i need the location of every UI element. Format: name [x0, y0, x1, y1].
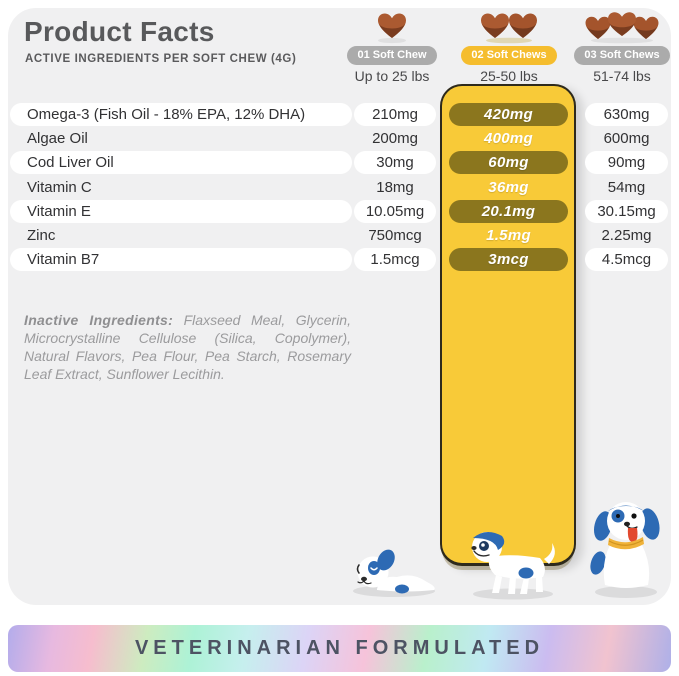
value-two-chews: 3mcg	[449, 248, 568, 272]
inactive-ingredients-text: Flaxseed Meal, Glycerin, Microcrystallin…	[24, 312, 351, 382]
page-subtitle: ACTIVE INGREDIENTS PER SOFT CHEW (4G)	[25, 53, 297, 65]
table-row: Algae Oil 200mg 400mg 600mg	[0, 127, 679, 151]
table-row: Omega-3 (Fish Oil - 18% EPA, 12% DHA) 21…	[0, 103, 679, 127]
value-one-chew: 10.05mg	[354, 199, 436, 223]
inactive-ingredients-label: Inactive Ingredients:	[24, 312, 174, 328]
soft-chews-icon	[585, 12, 659, 44]
ingredient-name: Vitamin B7	[10, 248, 352, 272]
value-one-chew: 1.5mcg	[354, 248, 436, 272]
table-row: Vitamin C 18mg 36mg 54mg	[0, 176, 679, 200]
value-one-chew: 200mg	[372, 130, 418, 148]
column-header-2: 02 Soft Chews 25-50 lbs	[457, 8, 561, 84]
value-two-chews: 1.5mg	[486, 226, 531, 244]
page-title: Product Facts	[24, 16, 215, 47]
value-one-chew: 30mg	[354, 151, 436, 175]
value-three-chews: 2.25mg	[601, 226, 652, 244]
chew-count-badge: 01 Soft Chew	[347, 46, 437, 65]
value-two-chews: 20.1mg	[449, 199, 568, 223]
inactive-ingredients: Inactive Ingredients: Flaxseed Meal, Gly…	[24, 311, 351, 383]
veterinarian-formulated-label: VETERINARIAN FORMULATED	[134, 637, 545, 659]
value-three-chews: 600mg	[603, 130, 650, 148]
ingredient-name: Vitamin E	[10, 199, 352, 223]
lying-puppy-illustration	[353, 549, 435, 597]
ingredients-rows: Omega-3 (Fish Oil - 18% EPA, 12% DHA) 21…	[0, 103, 679, 272]
value-three-chews: 30.15mg	[585, 199, 668, 223]
value-two-chews: 420mg	[449, 103, 568, 126]
table-row: Cod Liver Oil 30mg 60mg 90mg	[0, 151, 679, 175]
weight-range-label: Up to 25 lbs	[354, 68, 430, 84]
weight-range-label: 51-74 lbs	[593, 68, 651, 84]
soft-chew-icon	[378, 13, 406, 44]
value-three-chews: 54mg	[607, 178, 646, 196]
soft-chews-icon	[481, 13, 537, 44]
ingredient-name: Omega-3 (Fish Oil - 18% EPA, 12% DHA)	[10, 103, 352, 126]
value-two-chews: 36mg	[488, 178, 529, 196]
value-one-chew: 750mcg	[368, 226, 422, 244]
table-row: Vitamin B7 1.5mcg 3mcg 4.5mcg	[0, 248, 679, 272]
ingredient-name: Zinc	[27, 226, 56, 244]
holographic-banner: VETERINARIAN FORMULATED	[8, 625, 671, 672]
standing-puppy-illustration	[471, 531, 555, 600]
value-two-chews: 400mg	[483, 130, 534, 148]
value-one-chew: 210mg	[354, 103, 436, 126]
value-two-chews: 60mg	[449, 151, 568, 175]
weight-range-label: 25-50 lbs	[480, 68, 538, 84]
value-three-chews: 90mg	[585, 151, 668, 175]
sitting-dog-illustration	[590, 502, 660, 598]
column-header-3: 03 Soft Chews 51-74 lbs	[570, 8, 674, 84]
ingredient-name: Algae Oil	[27, 130, 88, 148]
value-one-chew: 18mg	[376, 178, 414, 196]
ingredient-name: Cod Liver Oil	[10, 151, 352, 175]
table-row: Zinc 750mcg 1.5mg 2.25mg	[0, 224, 679, 248]
chew-count-badge: 03 Soft Chews	[574, 46, 670, 65]
value-three-chews: 4.5mcg	[585, 248, 668, 272]
table-row: Vitamin E 10.05mg 20.1mg 30.15mg	[0, 199, 679, 224]
column-header-1: 01 Soft Chew Up to 25 lbs	[344, 8, 440, 84]
value-three-chews: 630mg	[585, 103, 668, 126]
chew-count-badge: 02 Soft Chews	[461, 46, 557, 65]
ingredient-name: Vitamin C	[27, 178, 92, 196]
